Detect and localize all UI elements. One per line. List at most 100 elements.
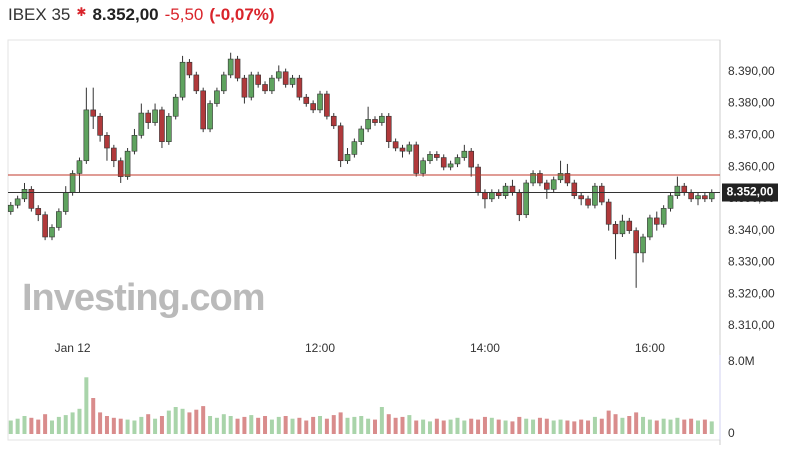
y-tick-label: 8.380,00	[728, 96, 775, 110]
candle-body	[145, 112, 152, 123]
volume-bar	[290, 418, 295, 434]
volume-bar	[56, 416, 61, 434]
volume-bar	[98, 412, 103, 434]
volume-bar	[187, 412, 192, 434]
x-tick-label: 16:00	[635, 341, 665, 355]
volume-bar	[421, 419, 426, 434]
candle-body	[200, 90, 206, 130]
volume-bar	[482, 416, 487, 434]
volume-bar	[386, 414, 391, 434]
volume-bar	[606, 410, 611, 434]
candle-body	[605, 201, 612, 225]
plot-border	[7, 39, 721, 441]
volume-bar	[304, 420, 309, 434]
candle-body	[489, 192, 495, 200]
candle-body	[413, 144, 420, 174]
volume-bar	[510, 421, 515, 434]
volume-bar	[324, 418, 329, 434]
volume-bar	[455, 417, 460, 434]
volume-bar	[29, 417, 34, 434]
volume-bar	[194, 409, 199, 434]
candle-body	[660, 208, 667, 225]
volume-bar	[599, 418, 604, 434]
volume-bar	[173, 407, 178, 434]
volume-tick-label: 0	[728, 426, 735, 440]
volume-bar	[228, 416, 233, 434]
candle-body	[550, 179, 557, 190]
y-tick-label: 8.330,00	[728, 255, 775, 269]
candle-body	[152, 109, 158, 123]
candle-body	[640, 236, 646, 254]
volume-bar	[104, 416, 109, 434]
candle-body	[385, 115, 392, 142]
watermark: Investing.com	[22, 277, 265, 319]
volume-bar	[572, 421, 577, 434]
candle-body	[653, 217, 660, 225]
candle-body	[344, 154, 351, 162]
volume-bar	[441, 420, 446, 434]
candle-body	[111, 147, 117, 162]
y-tick-label: 8.360,00	[728, 159, 775, 173]
candle-body	[282, 71, 289, 85]
candle-body	[358, 128, 365, 142]
change-pct: (-0,07%)	[209, 5, 275, 24]
volume-bar	[434, 418, 439, 434]
volume-bar	[43, 414, 48, 434]
volume-bar	[338, 412, 343, 434]
candle-body	[159, 109, 165, 142]
volume-bar	[125, 419, 130, 434]
volume-bar	[146, 414, 151, 434]
candle-body	[317, 93, 323, 111]
volume-bar	[269, 419, 274, 434]
candle-body	[537, 173, 543, 184]
volume-bar	[537, 417, 542, 434]
candle-body	[166, 115, 172, 142]
candle-body	[674, 185, 681, 196]
volume-bar	[118, 418, 123, 434]
candle-body	[255, 74, 261, 85]
candle-body	[207, 103, 213, 130]
volume-bar	[49, 420, 54, 434]
candle-body	[42, 214, 48, 238]
candle-body	[667, 195, 674, 209]
candle-body	[434, 154, 440, 158]
y-tick-label: 8.310,00	[728, 318, 775, 332]
candle-body	[97, 115, 103, 136]
volume-bar	[63, 415, 68, 434]
volume-bar	[654, 420, 659, 434]
down-icon: ✱	[76, 5, 87, 19]
volume-bar	[503, 420, 508, 434]
volume-bar	[407, 415, 412, 434]
candle-body	[296, 77, 303, 98]
candle-body	[131, 135, 138, 152]
candle-body	[186, 61, 193, 76]
candle-body	[708, 192, 715, 200]
candle-body	[227, 58, 234, 76]
candle-body	[681, 185, 688, 193]
volume-bar	[159, 416, 164, 434]
volume-bar	[8, 420, 13, 434]
candle-body	[69, 173, 76, 193]
y-tick-label: 8.390,00	[728, 64, 775, 78]
candle-body	[598, 185, 605, 203]
candle-body	[502, 185, 509, 196]
candle-body	[612, 223, 619, 235]
candle-body	[379, 115, 385, 123]
candle-body	[214, 90, 220, 104]
volume-bar	[15, 418, 20, 434]
volume-bar	[592, 416, 597, 434]
candle-body	[633, 230, 639, 254]
volume-bar	[634, 412, 639, 434]
volume-bar	[352, 416, 357, 434]
volume-bar	[359, 416, 364, 434]
volume-bar	[675, 417, 680, 434]
volume-bar	[427, 421, 432, 434]
candle-body	[49, 227, 55, 238]
volume-bar	[22, 416, 27, 434]
volume-bar	[647, 419, 652, 434]
candle-body	[516, 192, 523, 216]
candle-body	[626, 220, 633, 231]
candle-body	[234, 58, 241, 79]
volume-bar	[702, 419, 707, 434]
